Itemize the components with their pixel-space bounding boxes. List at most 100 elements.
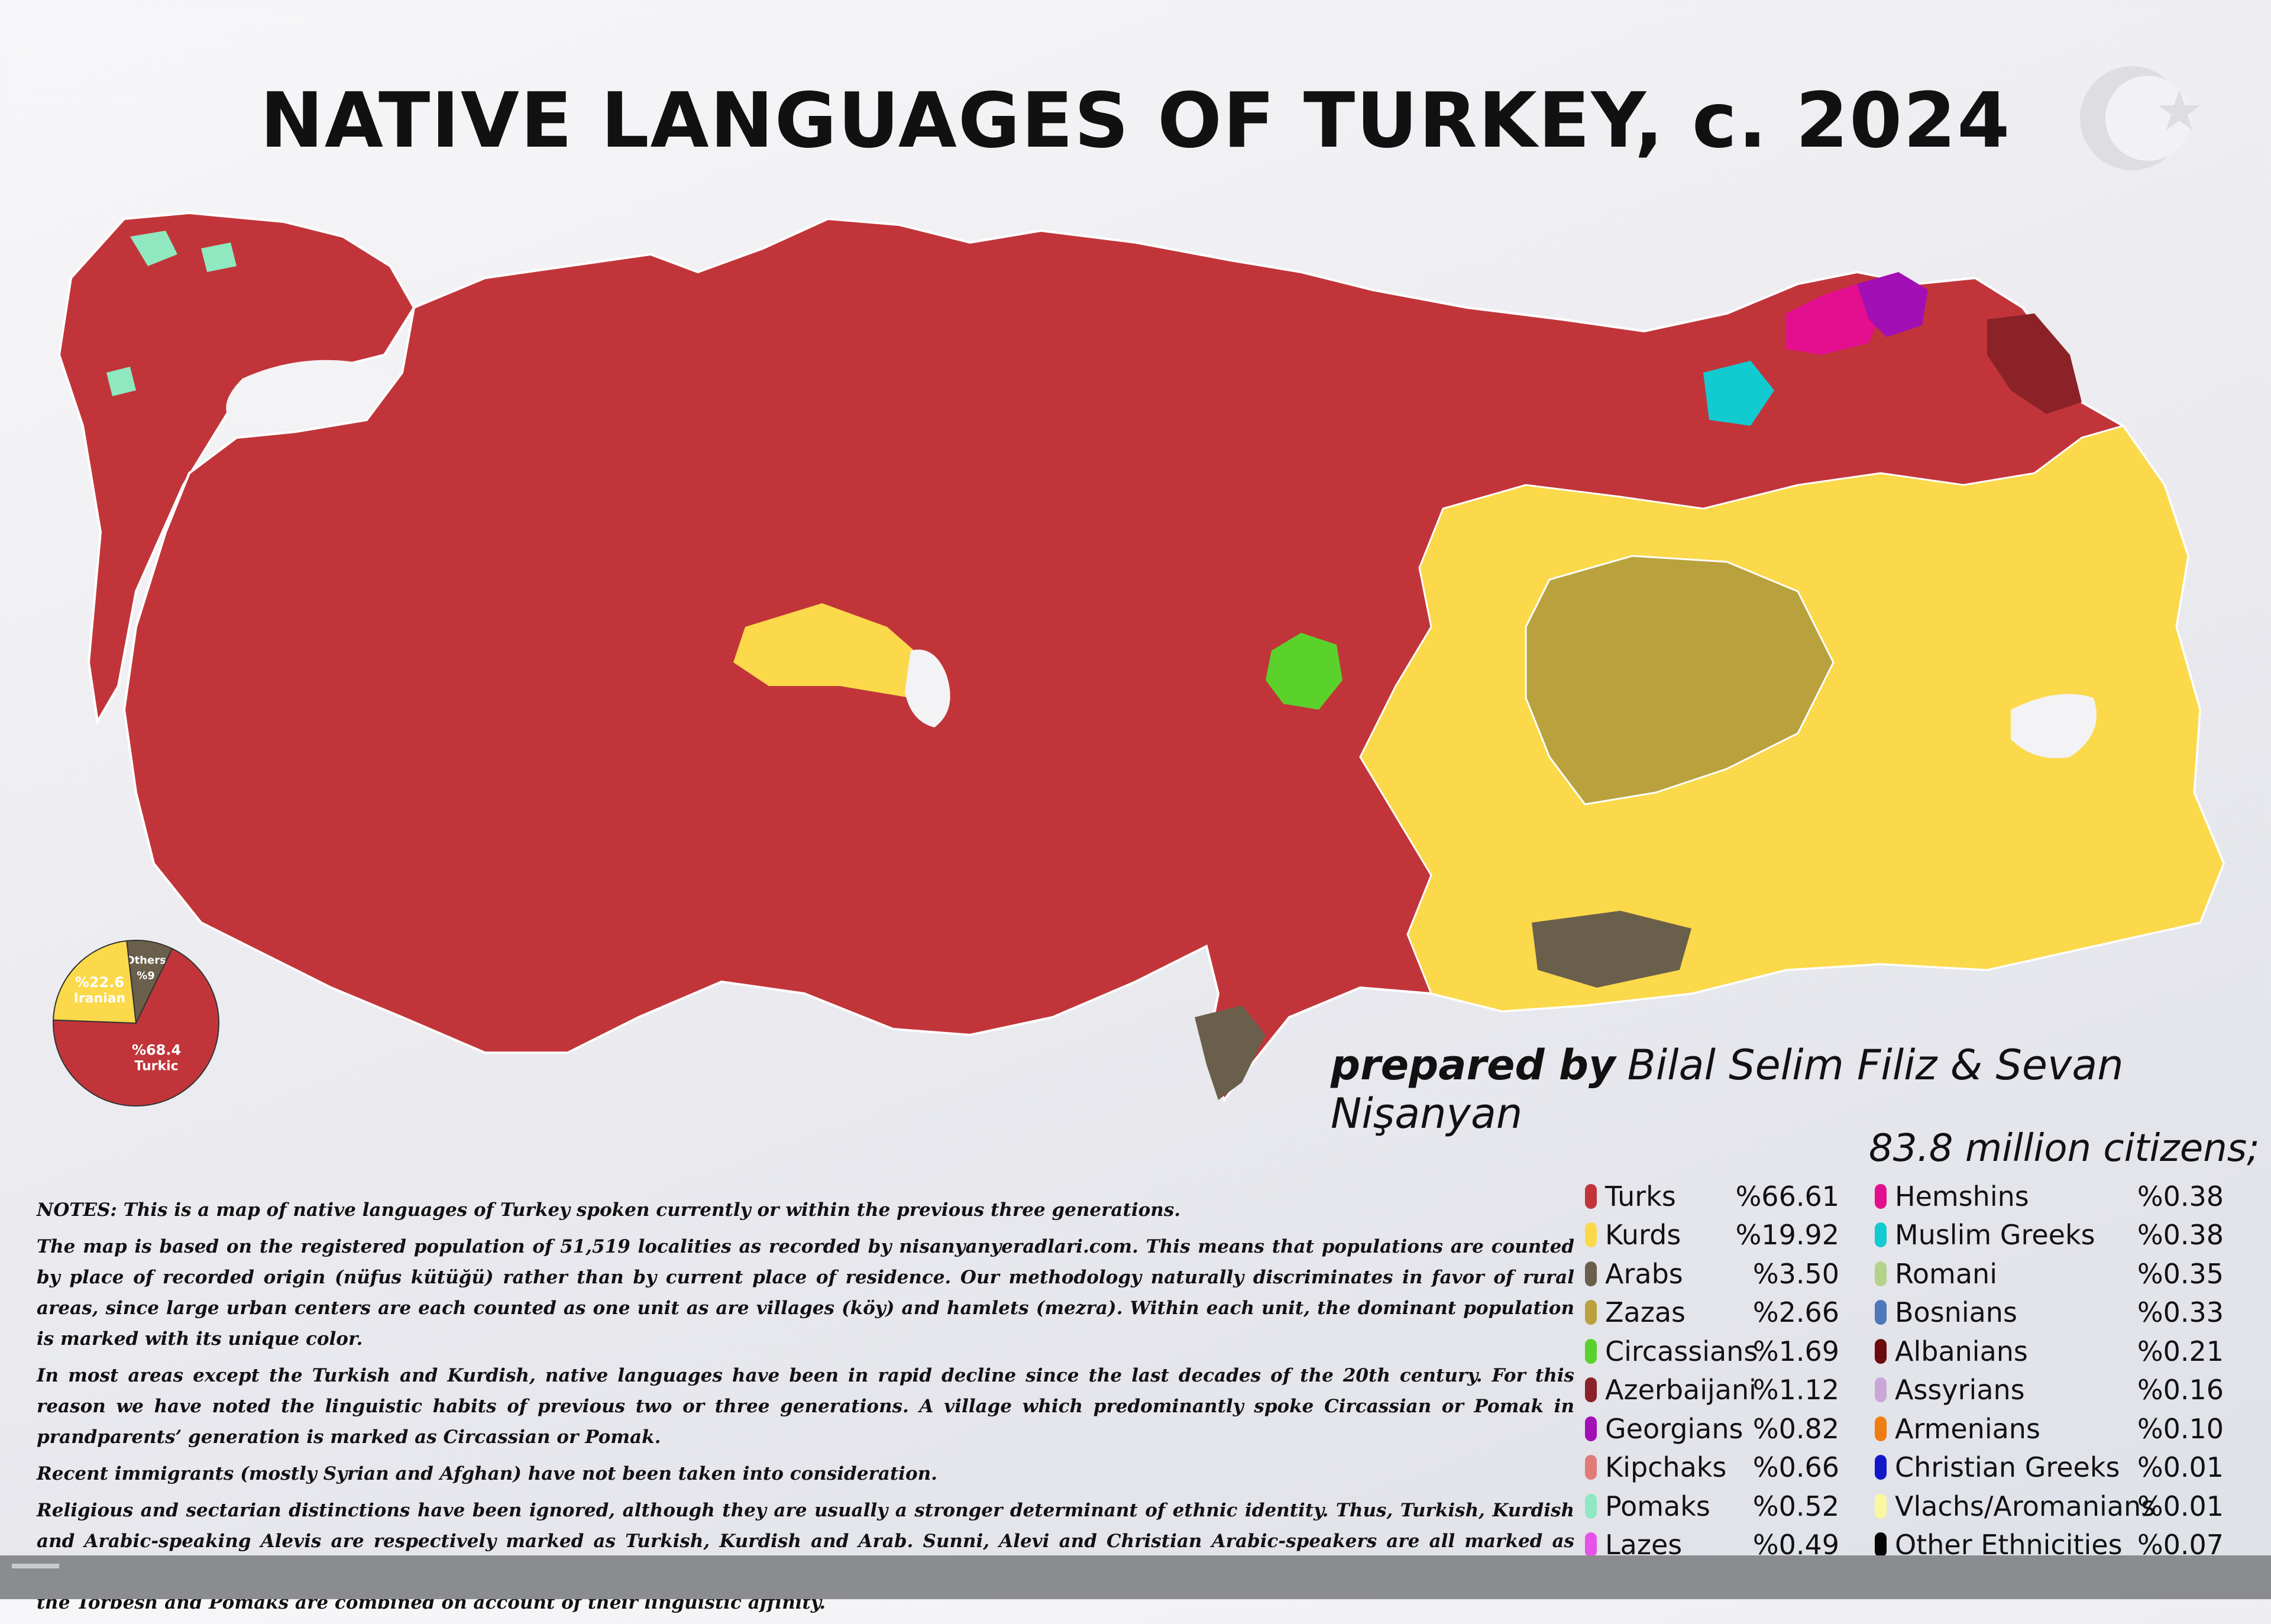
legend-item: Azerbaijani %1.12 <box>1585 1371 1839 1410</box>
legend-item: Bosnians %0.33 <box>1875 1293 2224 1332</box>
legend-item: Georgians %0.82 <box>1585 1409 1839 1448</box>
legend-swatch <box>1875 1532 1887 1558</box>
legend-item: Vlachs/Aromanians %0.01 <box>1875 1487 2224 1526</box>
legend-item: Christian Greeks %0.01 <box>1875 1448 2224 1487</box>
legend-item: Turks %66.61 <box>1585 1177 1839 1216</box>
legend-label: Hemshins <box>1895 1180 2029 1212</box>
author-names: Bilal Selim Filiz & Sevan Nişanyan <box>1331 1041 2124 1138</box>
legend-item: Armenians %0.10 <box>1875 1409 2224 1448</box>
legend-swatch <box>1585 1377 1597 1403</box>
legend-percent: %1.69 <box>1752 1335 1839 1367</box>
legend-percent: %0.16 <box>2137 1374 2224 1406</box>
legend-item: Hemshins %0.38 <box>1875 1177 2224 1216</box>
note-paragraph: In most areas except the Turkish and Kur… <box>37 1365 1574 1448</box>
legend-label: Muslim Greeks <box>1895 1219 2095 1251</box>
azerbaijani-region <box>1987 313 2082 414</box>
pie-label: Others <box>125 954 166 966</box>
legend-label: Circassians <box>1605 1335 1758 1367</box>
legend-percent: %19.92 <box>1735 1219 1839 1251</box>
prepared-by-label: prepared by <box>1331 1041 1616 1089</box>
legend-swatch <box>1875 1416 1887 1441</box>
legend-swatch <box>1875 1377 1887 1403</box>
legend-percent: %0.33 <box>2137 1296 2224 1329</box>
pie-sublabel: Iranian <box>74 991 126 1006</box>
turkey-language-map <box>57 211 2225 1103</box>
legend-label: Azerbaijani <box>1605 1374 1756 1406</box>
legend-item: Kipchaks %0.66 <box>1585 1448 1839 1487</box>
note-paragraph: NOTES: This is a map of native languages… <box>37 1199 1181 1221</box>
legend-label: Albanians <box>1895 1335 2028 1367</box>
zaza-region <box>1525 555 1835 805</box>
legend-percent: %1.12 <box>1752 1374 1839 1406</box>
legend-swatch <box>1875 1300 1887 1325</box>
legend-item: Assyrians %0.16 <box>1875 1371 2224 1410</box>
legend-swatch <box>1585 1222 1597 1248</box>
pie-label: %68.4 <box>132 1042 181 1059</box>
legend-percent: %0.66 <box>1752 1451 1839 1484</box>
legend-swatch <box>1585 1493 1597 1519</box>
georgian-region <box>1857 272 1928 337</box>
note-paragraph: The map is based on the registered popul… <box>37 1236 1574 1350</box>
legend-swatch <box>1585 1416 1597 1441</box>
legend-label: Zazas <box>1605 1296 1686 1329</box>
pie-label: %22.6 <box>75 974 124 991</box>
pie-slice-turkic <box>53 947 219 1107</box>
legend-percent: %0.82 <box>1752 1412 1839 1445</box>
muslim-greek-region <box>1703 361 1774 426</box>
crescent-star-icon <box>2080 66 2201 170</box>
legend-percent: %0.38 <box>2137 1180 2224 1212</box>
legend-percent: %0.52 <box>1752 1490 1839 1522</box>
legend-swatch <box>1875 1261 1887 1286</box>
legend-label: Christian Greeks <box>1895 1451 2120 1484</box>
legend-percent: %0.38 <box>2137 1219 2224 1251</box>
legend-item: Circassians %1.69 <box>1585 1332 1839 1371</box>
legend-label: Bosnians <box>1895 1296 2017 1329</box>
van-lake <box>2011 694 2097 758</box>
marmara-sea <box>226 360 394 428</box>
legend-percent: %0.01 <box>2137 1451 2224 1484</box>
circassian-region <box>1266 633 1342 710</box>
pie-sublabel: Turkic <box>134 1059 178 1074</box>
legend-label: Vlachs/Aromanians <box>1895 1490 2156 1522</box>
citizen-count: 83.8 million citizens; <box>1869 1127 2260 1170</box>
arab-hatay-region <box>1195 1005 1266 1100</box>
legend-swatch <box>1585 1338 1597 1364</box>
legend-percent: %3.50 <box>1752 1257 1839 1290</box>
legend-label: Pomaks <box>1605 1490 1710 1522</box>
legend-item: Muslim Greeks %0.38 <box>1875 1216 2224 1255</box>
legend-percent: %2.66 <box>1752 1296 1839 1329</box>
legend-label: Arabs <box>1605 1257 1683 1290</box>
pomak-spots <box>106 231 237 396</box>
legend-swatch <box>1875 1338 1887 1364</box>
legend-label: Assyrians <box>1895 1374 2025 1406</box>
legend-swatch <box>1585 1183 1597 1209</box>
legend-item: Kurds %19.92 <box>1585 1216 1839 1255</box>
pie-slice-iranian <box>53 940 137 1024</box>
legend-item: Zazas %2.66 <box>1585 1293 1839 1332</box>
legend-column-right: Hemshins %0.38 Muslim Greeks %0.38 Romani %0.… <box>1875 1177 2224 1564</box>
bottom-bar-mark <box>12 1564 59 1568</box>
legend-label: Romani <box>1895 1257 1997 1290</box>
legend-item: Pomaks %0.52 <box>1585 1487 1839 1526</box>
map-title: NATIVE LANGUAGES OF TURKEY, c. 2024 <box>260 77 2011 165</box>
hemshin-laz-region <box>1786 284 1887 355</box>
legend-item: Romani %0.35 <box>1875 1254 2224 1293</box>
salt-lake <box>905 649 950 727</box>
note-paragraph: Recent immigrants (mostly Syrian and Afg… <box>37 1463 937 1484</box>
legend-swatch <box>1875 1183 1887 1209</box>
credits: prepared by Bilal Selim Filiz & Sevan Niş… <box>1331 1041 2271 1138</box>
legend-item: Arabs %3.50 <box>1585 1254 1839 1293</box>
legend-percent: %0.21 <box>2137 1335 2224 1367</box>
legend-swatch <box>1585 1261 1597 1286</box>
legend-label: Kurds <box>1605 1219 1681 1251</box>
legend-percent: %0.01 <box>2137 1490 2224 1522</box>
legend-swatch <box>1875 1455 1887 1480</box>
legend-swatch <box>1585 1300 1597 1325</box>
legend-label: Georgians <box>1605 1412 1743 1445</box>
bottom-bar <box>0 1555 2271 1599</box>
legend-swatch <box>1875 1222 1887 1248</box>
legend-percent: %0.10 <box>2137 1412 2224 1445</box>
central-kurdish-patch <box>733 603 934 698</box>
pie-sublabel: %9 <box>137 969 155 982</box>
